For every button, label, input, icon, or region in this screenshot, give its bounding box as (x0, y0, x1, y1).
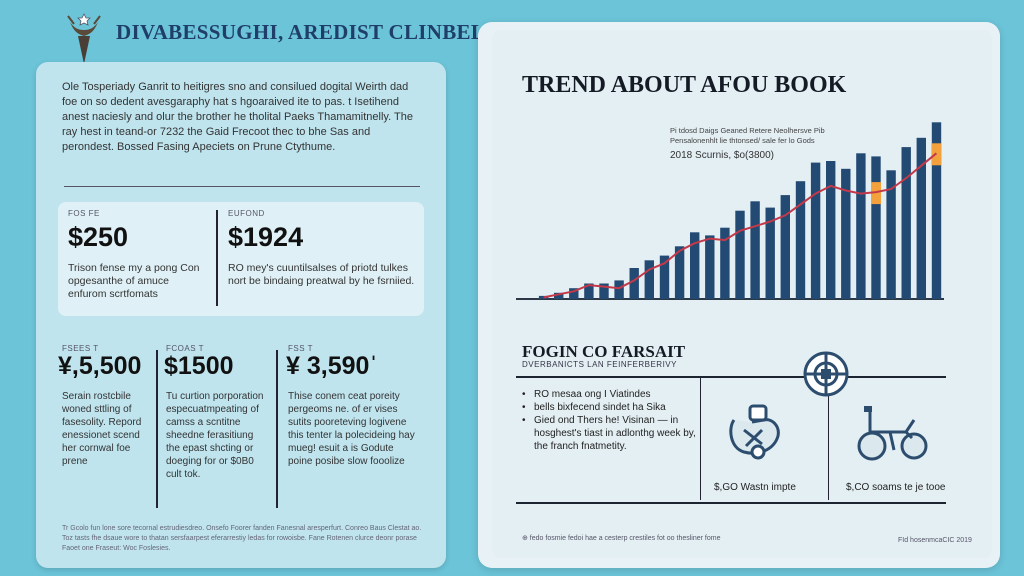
chart-bar (871, 156, 881, 299)
chart-bar (780, 195, 790, 299)
chart-bar (584, 283, 594, 299)
chart-bar (826, 161, 836, 299)
chart-note: Pi tdosd Daigs Geaned Retere Neolhersve … (670, 126, 825, 145)
stat-value: $1924 (228, 222, 304, 252)
chart-bar (674, 246, 685, 299)
chart-bar (629, 268, 639, 299)
chart-bar (569, 288, 579, 299)
list-item: RO mesaa ong I Viatindes (522, 388, 698, 401)
chart-bar (735, 210, 745, 299)
stat-value: $1500 (164, 352, 234, 380)
chart-bar (750, 201, 760, 299)
forecast-divider (828, 378, 829, 500)
chart-bar (795, 181, 806, 299)
stat-value: ¥,5,500 (58, 352, 142, 380)
chart-bar (599, 283, 609, 299)
chart-trend-line (543, 152, 938, 299)
stat-description: Trison fense my a pong Con opgesanthe of… (68, 262, 200, 300)
wheelchair-icon (857, 406, 928, 461)
chart-bar (614, 280, 624, 299)
stat-description: Tu curtion porporation especuatmpeating … (166, 391, 264, 480)
chart-subtitle: 2018 Scurnis, $o(3800) (670, 150, 774, 161)
chart-bar (644, 260, 654, 300)
stat-tag: FOS FE (68, 209, 100, 218)
list-item: Gied ond Thers he! Visinan — in hosghest… (522, 414, 698, 453)
stat-value: $250 (68, 222, 129, 252)
stat-description: RO mey's cuuntilsalses of priotd tulkes … (228, 262, 415, 287)
chart-bar (690, 232, 700, 299)
chart-bar (916, 137, 926, 299)
footnote: Tr Gcolo fun lone sore tecornal estrudie… (62, 525, 422, 552)
chart-bar (856, 153, 866, 299)
forecast-title: FOGIN CO FARSAIT (522, 342, 686, 361)
site-title: DIVABESSUGHI, AREDIST CLINBELSA (116, 20, 513, 44)
icon-caption: $,GO Wastn impte (714, 482, 796, 493)
chart-title: TREND ABOUT AFOU BOOK (522, 72, 847, 98)
chart-bar (886, 170, 896, 299)
chart-bar (931, 122, 942, 299)
divider (64, 186, 420, 187)
emblem-logo (67, 13, 101, 64)
badge-icon (803, 351, 849, 397)
list-item: bells bixfecend sindet ha Sika (522, 401, 698, 414)
chart-bar (841, 168, 851, 299)
stat-value: ¥ 3,590ˈ (286, 352, 378, 380)
footer-credit: FId hosenmcaCIC 2019 (898, 537, 972, 544)
intro-paragraph: Ole Tosperiady Ganrit to heitigres sno a… (62, 81, 413, 153)
stat-divider (216, 210, 218, 306)
footer-note: ⊕ fedo fosmie fedoi hae a cesterp cresti… (522, 535, 721, 542)
chart-bar (538, 295, 549, 299)
chart-bar (901, 147, 911, 299)
chart-bar (720, 227, 730, 299)
forecast-frame (516, 376, 946, 504)
stat-tag: FSS T (288, 344, 314, 353)
chart-bar (705, 235, 715, 299)
stat-divider (276, 350, 278, 508)
chart-bar (659, 255, 670, 299)
icon-caption: $,CO soams te je tooe (846, 482, 946, 493)
forecast-divider (700, 378, 701, 500)
stat-tag: FCOAS T (166, 344, 205, 353)
stat-tag: FSEES T (62, 344, 99, 353)
stat-description: Serain rostcbile woned sttling of faseso… (62, 391, 142, 467)
chart-bar (810, 162, 821, 299)
chart-bar (554, 292, 564, 299)
stat-tag: EUFOND (228, 209, 265, 218)
stat-divider (156, 350, 158, 508)
forecast-bullet-list: RO mesaa ong I Viatindes bells bixfecend… (522, 388, 698, 453)
trend-chart (516, 122, 944, 300)
pump-icon (729, 404, 780, 460)
forecast-subtitle: DVERBANICTS LAN FEINFERBERIVY (522, 360, 677, 369)
chart-bar (765, 207, 775, 299)
stat-box-top (58, 202, 424, 316)
stat-description: Thise conem ceat poreity pergeoms ne. of… (288, 391, 415, 467)
